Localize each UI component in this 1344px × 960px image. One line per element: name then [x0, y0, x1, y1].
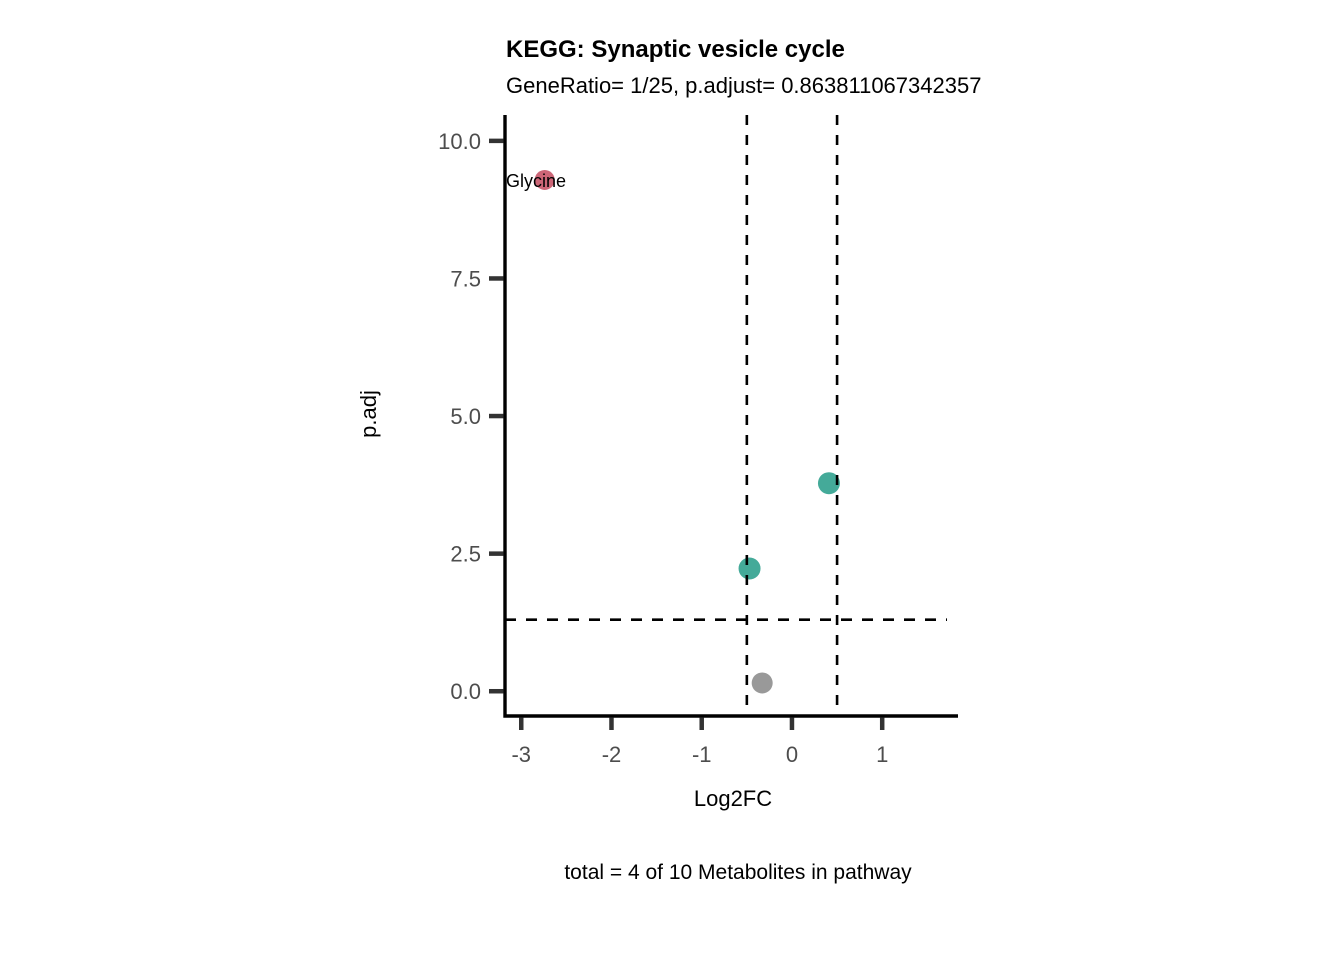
data-point	[738, 557, 761, 580]
y-tick-label: 10.0	[438, 129, 481, 154]
x-tick-label: -1	[692, 742, 712, 767]
data-point	[751, 672, 773, 694]
x-tick-label: 1	[876, 742, 888, 767]
chart-subtitle: GeneRatio= 1/25, p.adjust= 0.86381106734…	[506, 73, 982, 98]
data-point	[817, 472, 840, 495]
x-tick-label: -3	[511, 742, 531, 767]
data-point-glycine	[534, 169, 555, 190]
x-axis-label: Log2FC	[693, 786, 773, 811]
y-tick-label: 0.0	[450, 679, 481, 704]
caption-text: total = 4 of 10 Metabolites in pathway	[564, 861, 912, 884]
x-tick-label: 0	[786, 742, 798, 767]
chart-title: KEGG: Synaptic vesicle cycle	[506, 36, 845, 63]
y-tick-label: 5.0	[450, 404, 481, 429]
point-label-glycine: Glycine	[506, 171, 566, 191]
x-tick-label: -2	[602, 742, 622, 767]
y-tick-label: 2.5	[450, 542, 481, 567]
axis-lines	[503, 115, 958, 718]
y-tick-label: 7.5	[450, 266, 481, 291]
